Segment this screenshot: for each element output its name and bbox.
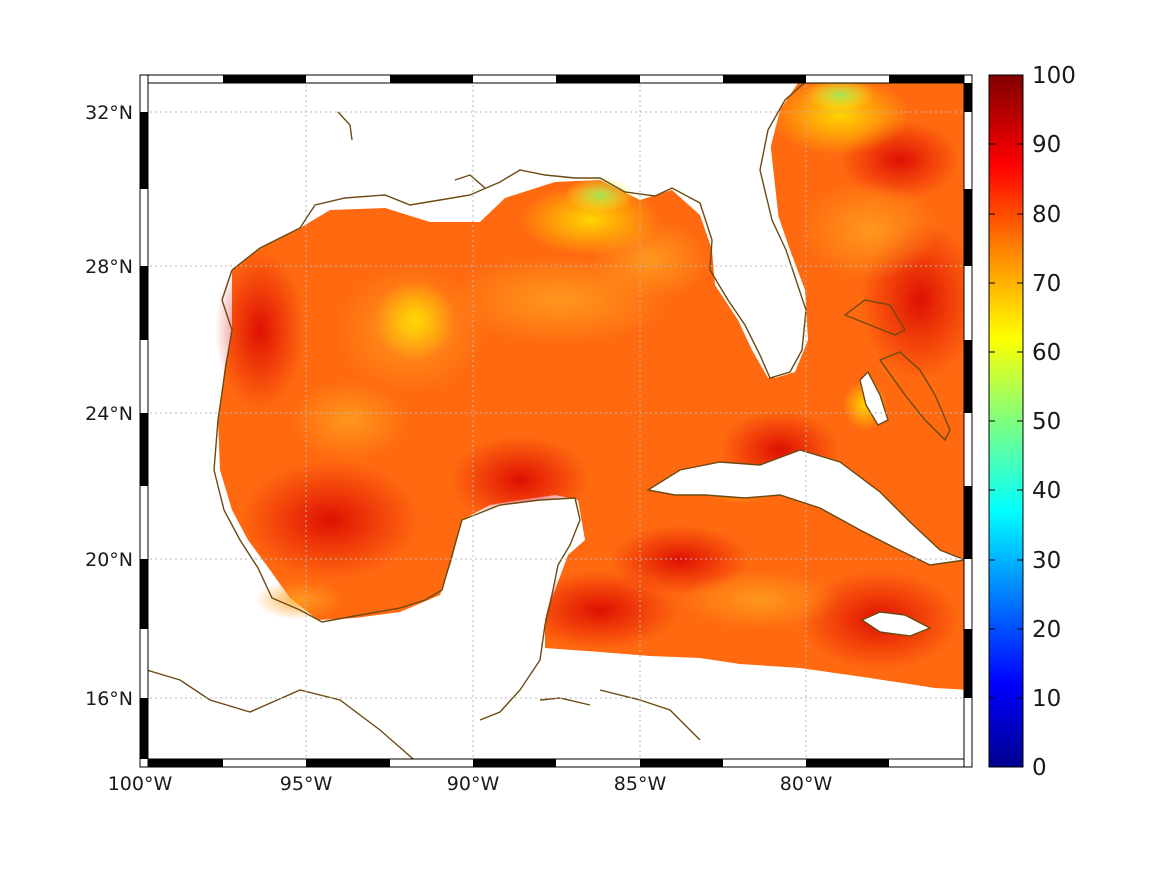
map-frame <box>139 74 973 768</box>
lat-tick-28: 28°N <box>85 256 133 278</box>
lon-tick-85: 85°W <box>614 773 667 795</box>
lon-tick-100: 100°W <box>108 773 173 795</box>
lon-tick-80: 80°W <box>780 773 833 795</box>
colorbar-label-90: 90 <box>1032 132 1061 158</box>
yucatan-land <box>430 498 580 720</box>
colorbar-label-60: 60 <box>1032 340 1061 366</box>
colorbar-label-100: 100 <box>1032 63 1076 89</box>
colorbar-label-80: 80 <box>1032 202 1061 228</box>
lon-tick-90: 90°W <box>447 773 500 795</box>
colorbar-label-30: 30 <box>1032 548 1061 574</box>
bahamas-land <box>860 372 888 425</box>
colorbar-ticks <box>989 143 1023 699</box>
florida-land <box>620 80 808 378</box>
colorbar-label-70: 70 <box>1032 271 1061 297</box>
colorbar-label-0: 0 <box>1032 755 1047 781</box>
colorbar-labels: 100 90 80 70 60 50 40 30 20 10 0 <box>1032 63 1076 781</box>
colorbar-label-40: 40 <box>1032 478 1061 504</box>
colorbar-label-10: 10 <box>1032 686 1061 712</box>
cuba-land <box>648 450 965 565</box>
lat-tick-16: 16°N <box>85 688 133 710</box>
lon-tick-labels: 100°W 95°W 90°W 85°W 80°W <box>108 773 833 795</box>
lat-tick-24: 24°N <box>85 403 133 425</box>
graticule <box>140 75 972 767</box>
jamaica-land <box>862 612 930 636</box>
lat-tick-labels: 32°N 28°N 24°N 20°N 16°N <box>85 102 133 710</box>
lat-tick-32: 32°N <box>85 102 133 124</box>
colorbar-label-20: 20 <box>1032 617 1061 643</box>
lat-tick-20: 20°N <box>85 549 133 571</box>
lon-tick-95: 95°W <box>280 773 333 795</box>
colorbar: 100 90 80 70 60 50 40 30 20 10 0 <box>988 63 1076 781</box>
colorbar-label-50: 50 <box>1032 409 1061 435</box>
